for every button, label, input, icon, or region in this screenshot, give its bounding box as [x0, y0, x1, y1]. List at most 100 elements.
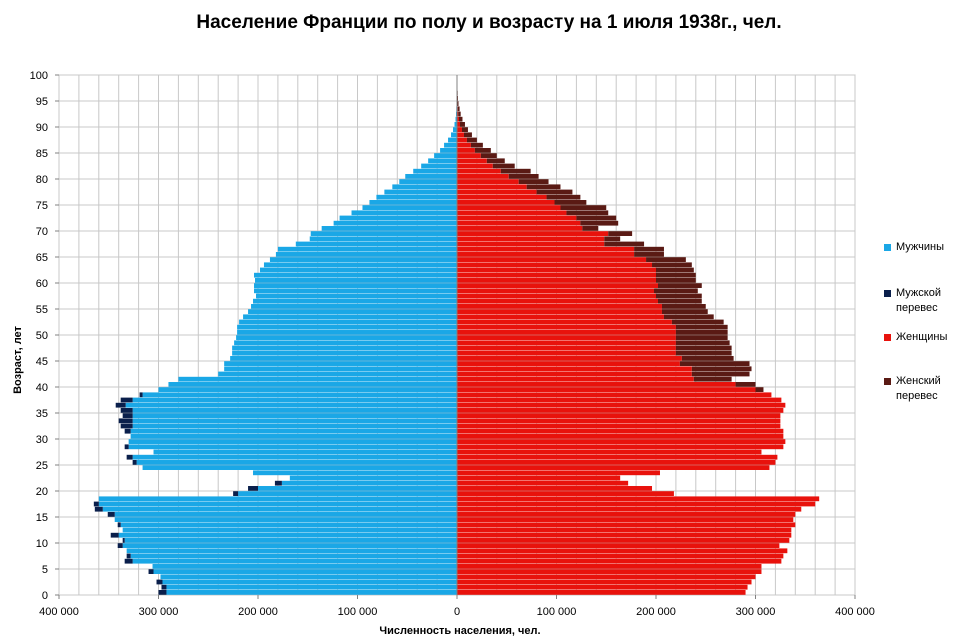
- bar-men: [126, 548, 457, 554]
- bar-female-surplus: [661, 304, 706, 309]
- bar-male-surplus: [117, 543, 123, 548]
- legend-label-male-surplus: Мужской перевес: [896, 287, 941, 314]
- bar-men: [275, 252, 457, 257]
- y-tick-label: 55: [36, 304, 48, 316]
- bar-women: [457, 449, 762, 455]
- legend-item-men: Мужчины: [884, 240, 944, 255]
- bar-women: [457, 590, 746, 595]
- y-tick-label: 35: [36, 408, 48, 420]
- legend-swatch-men: [884, 244, 891, 251]
- bar-women: [457, 532, 792, 538]
- bar-women: [457, 439, 786, 444]
- bar-women: [457, 189, 537, 195]
- bar-men: [351, 210, 457, 216]
- bar-female-surplus: [675, 330, 728, 335]
- bar-women: [457, 272, 656, 278]
- bar-women: [457, 314, 664, 320]
- x-tick-label: 100 000: [537, 606, 577, 618]
- bar-female-surplus: [671, 319, 724, 325]
- bar-women: [457, 163, 493, 169]
- bar-women: [457, 335, 676, 340]
- bar-men: [130, 553, 457, 559]
- bar-women: [457, 366, 692, 372]
- bar-women: [457, 267, 656, 273]
- bar-women: [457, 376, 694, 382]
- bar-women: [457, 309, 662, 314]
- bar-men: [309, 236, 457, 242]
- bar-men: [153, 449, 457, 455]
- bar-women: [457, 491, 674, 496]
- bar-men: [277, 246, 457, 252]
- bar-women: [457, 371, 692, 377]
- bar-men: [295, 241, 457, 247]
- bar-women: [457, 465, 770, 470]
- bar-men: [448, 137, 457, 143]
- bar-men: [281, 480, 457, 486]
- bar-female-surplus: [691, 371, 750, 377]
- bar-men: [238, 491, 457, 496]
- bar-female-surplus: [492, 163, 515, 169]
- bar-women: [457, 584, 748, 590]
- bar-male-surplus: [148, 569, 154, 574]
- bar-women: [457, 423, 781, 429]
- bar-men: [224, 366, 457, 372]
- bar-female-surplus: [500, 168, 531, 174]
- bar-male-surplus: [139, 392, 143, 398]
- bar-men: [392, 184, 457, 190]
- bar-women: [457, 434, 784, 439]
- bar-female-surplus: [457, 106, 460, 112]
- bar-men: [158, 387, 457, 392]
- x-tick-label: 400 000: [835, 606, 875, 618]
- legend-label-female-surplus: Женский перевес: [896, 375, 941, 402]
- bar-male-surplus: [126, 553, 131, 559]
- y-tick-label: 45: [36, 356, 48, 368]
- bar-women: [457, 111, 459, 117]
- bar-men: [128, 444, 457, 450]
- legend-label-men: Мужчины: [896, 241, 945, 253]
- bar-women: [457, 408, 784, 413]
- bar-men: [102, 506, 457, 512]
- bar-women: [457, 564, 762, 569]
- bar-men: [128, 439, 457, 444]
- bar-female-surplus: [675, 335, 728, 340]
- bar-men: [232, 345, 457, 351]
- bar-men: [339, 215, 457, 221]
- bar-women: [457, 304, 662, 309]
- legend-swatch-female-surplus: [884, 378, 891, 385]
- legend-swatch-male-surplus: [884, 290, 891, 297]
- bar-men: [136, 460, 458, 465]
- bar-male-surplus: [158, 590, 167, 595]
- bar-men: [434, 153, 457, 158]
- y-tick-label: 90: [36, 122, 48, 134]
- bar-women: [457, 558, 782, 564]
- bar-female-surplus: [466, 137, 477, 143]
- bar-women: [457, 205, 561, 210]
- bar-men: [122, 543, 458, 548]
- bar-men: [399, 179, 457, 184]
- bar-female-surplus: [675, 340, 730, 346]
- bar-women: [457, 413, 781, 418]
- legend-label-women: Женщины: [896, 331, 948, 343]
- bars: [93, 75, 820, 595]
- bar-female-surplus: [526, 184, 561, 190]
- bar-men: [256, 293, 457, 299]
- bar-men: [142, 465, 457, 470]
- bar-men: [258, 486, 457, 491]
- bar-women: [457, 278, 656, 283]
- bar-men: [310, 231, 457, 236]
- bar-female-surplus: [486, 158, 505, 164]
- bar-female-surplus: [518, 179, 549, 184]
- bar-men: [239, 319, 457, 325]
- bar-female-surplus: [691, 366, 752, 372]
- bar-men: [333, 220, 457, 226]
- y-tick-label: 65: [36, 252, 48, 264]
- x-tick-label: 300 000: [139, 606, 179, 618]
- bar-men: [289, 475, 457, 481]
- bar-men: [234, 340, 457, 346]
- x-tick-label: 200 000: [238, 606, 278, 618]
- bar-men: [125, 402, 457, 408]
- bar-women: [457, 340, 676, 346]
- bar-men: [248, 309, 457, 314]
- bar-women: [457, 122, 460, 127]
- bar-male-surplus: [156, 579, 163, 585]
